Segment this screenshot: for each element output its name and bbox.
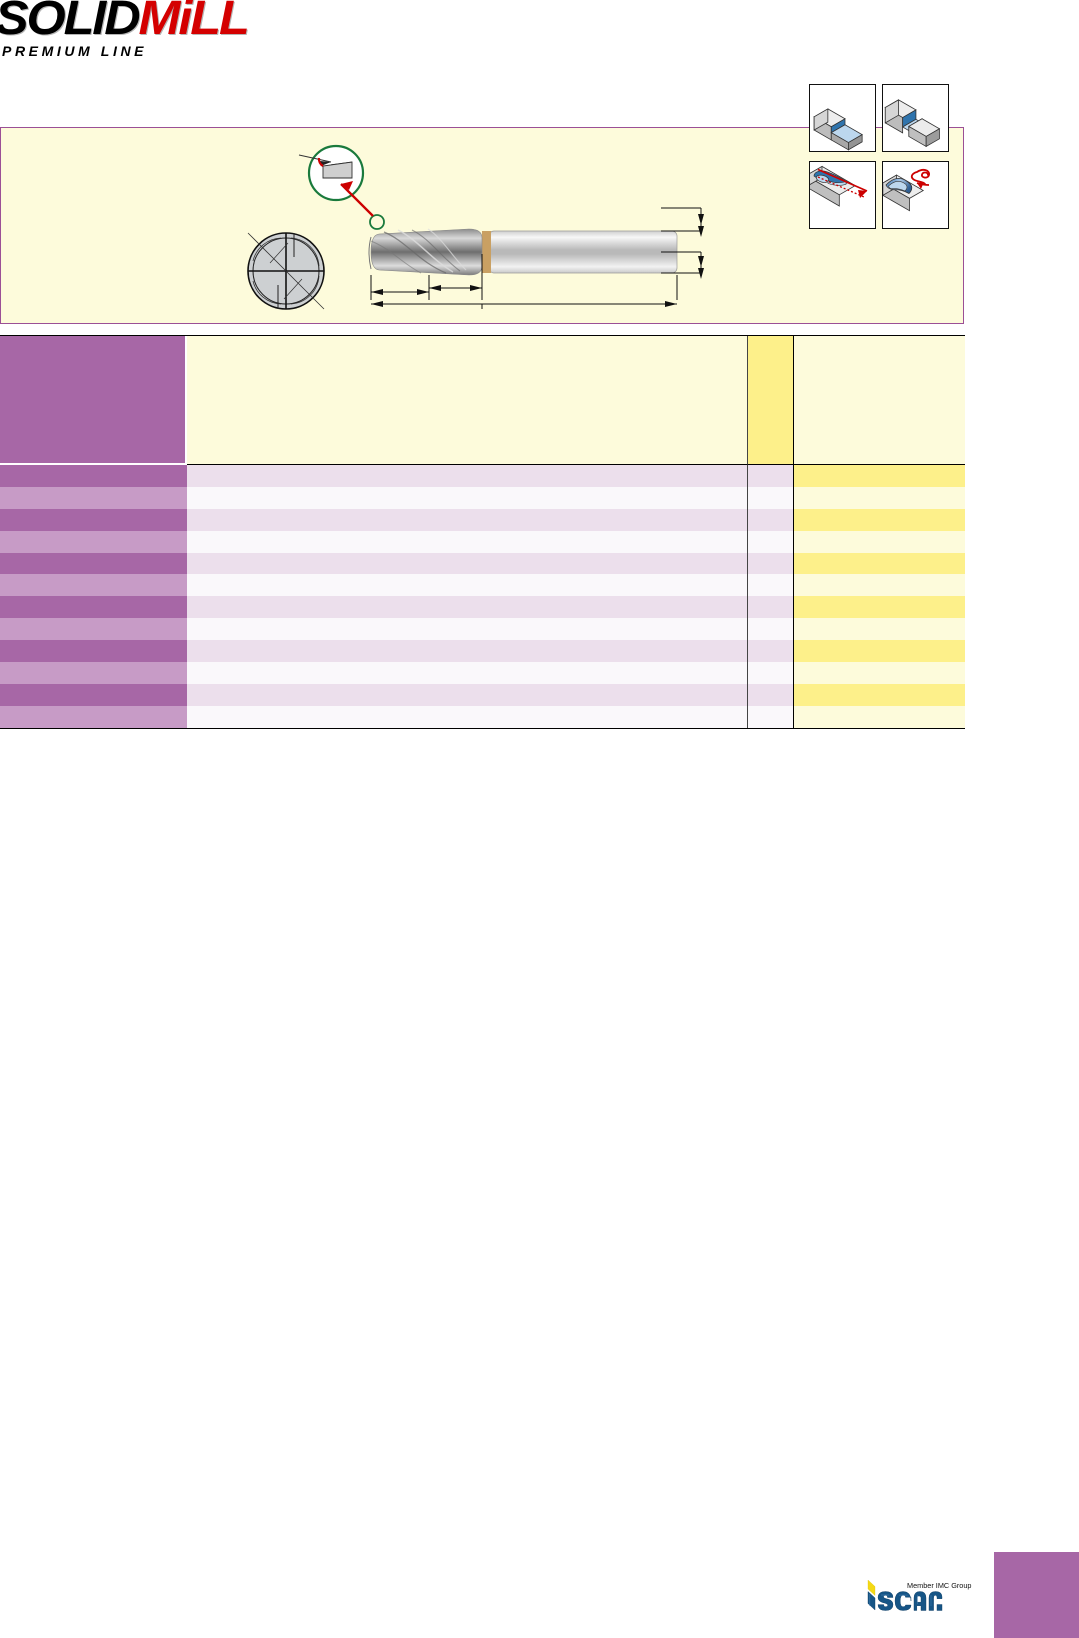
svg-text:Member IMC Group: Member IMC Group bbox=[907, 1581, 971, 1590]
